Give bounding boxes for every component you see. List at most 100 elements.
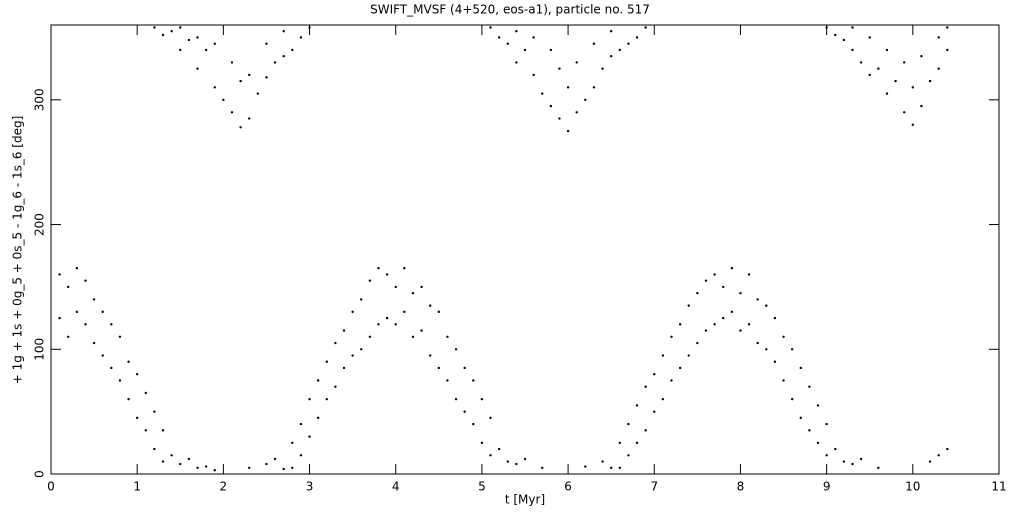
point [368, 279, 372, 282]
point [118, 379, 122, 382]
point [144, 391, 147, 395]
point [713, 273, 716, 276]
point [946, 48, 949, 52]
point [437, 310, 441, 314]
point [670, 379, 673, 382]
point [739, 291, 742, 295]
y-tick-label: 300 [33, 88, 47, 111]
point [859, 457, 863, 461]
point [230, 111, 234, 114]
point [170, 454, 173, 457]
point [342, 366, 346, 370]
point [523, 457, 527, 461]
point [627, 42, 630, 45]
point [541, 466, 544, 469]
point [549, 104, 553, 108]
point [825, 454, 828, 457]
point [67, 335, 70, 339]
point [127, 360, 130, 363]
point [58, 273, 61, 276]
point [799, 416, 802, 420]
point [299, 454, 303, 457]
point [420, 329, 423, 332]
x-tick-label: 5 [478, 480, 486, 494]
point [248, 117, 251, 120]
point [618, 466, 621, 469]
point [497, 36, 501, 39]
x-tick-label: 9 [823, 480, 831, 494]
point [946, 447, 949, 451]
point [472, 379, 475, 382]
point [489, 26, 492, 29]
point [273, 61, 277, 64]
point [429, 304, 432, 307]
point [144, 429, 147, 432]
point [928, 460, 932, 463]
point [532, 36, 535, 39]
point [937, 36, 940, 39]
point [135, 373, 139, 376]
point [489, 416, 492, 420]
point [299, 36, 303, 39]
point [713, 323, 716, 326]
point [411, 291, 415, 295]
point [903, 111, 906, 114]
point [377, 267, 380, 270]
point [101, 354, 104, 357]
point [790, 397, 794, 401]
point [868, 73, 871, 77]
point [635, 36, 639, 39]
point [696, 291, 699, 295]
point [153, 447, 156, 451]
point [265, 76, 268, 79]
point [334, 385, 337, 388]
point [790, 348, 794, 351]
point [161, 460, 165, 463]
point [928, 79, 932, 83]
point [230, 61, 234, 64]
point [584, 465, 587, 468]
point [549, 48, 553, 52]
point [868, 36, 871, 39]
point [161, 33, 165, 37]
point [179, 462, 182, 466]
point [558, 67, 561, 70]
point [187, 457, 191, 461]
point [661, 397, 665, 401]
point [911, 123, 915, 126]
point [687, 304, 690, 307]
point [394, 285, 397, 289]
y-tick-label: 200 [33, 213, 47, 236]
point [678, 366, 682, 370]
point [592, 42, 596, 45]
point [437, 366, 441, 370]
point [773, 360, 777, 363]
point [601, 460, 604, 463]
point [92, 298, 96, 301]
point [756, 298, 759, 301]
point [515, 61, 518, 64]
point [851, 48, 854, 52]
point [291, 441, 294, 445]
point [592, 86, 596, 89]
point [627, 422, 630, 426]
point [730, 310, 734, 314]
point [308, 435, 311, 438]
point [282, 30, 285, 33]
point [497, 447, 501, 451]
y-tick-label: 0 [33, 470, 47, 478]
point [179, 48, 182, 52]
point [653, 410, 656, 413]
point [575, 61, 578, 64]
point [601, 67, 604, 70]
point [722, 285, 725, 289]
point [885, 48, 889, 52]
point [627, 454, 630, 457]
point [454, 397, 458, 401]
point [920, 54, 923, 58]
point [213, 469, 216, 472]
point [825, 422, 828, 426]
point [196, 36, 199, 39]
point [816, 441, 820, 445]
point [75, 310, 79, 314]
